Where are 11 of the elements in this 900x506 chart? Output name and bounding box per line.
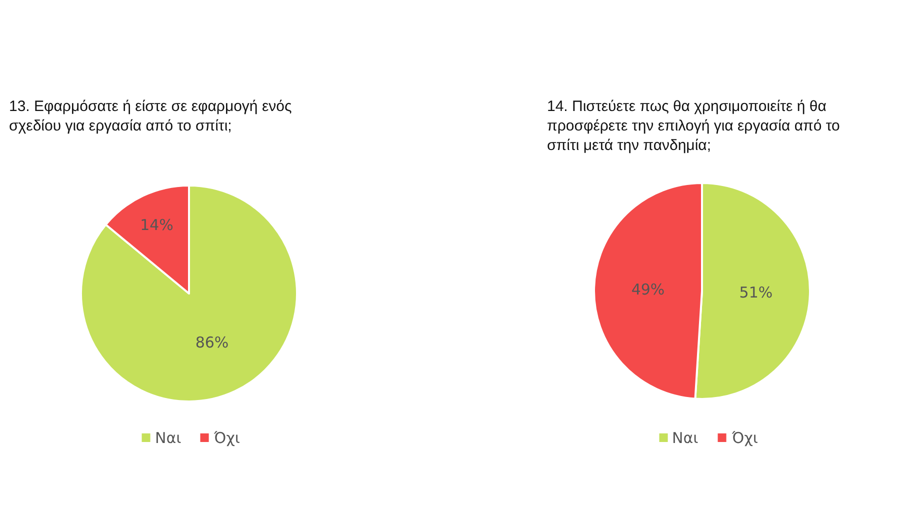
legend-label: Όχι xyxy=(213,429,240,447)
pie-slice xyxy=(80,184,298,402)
chart-title: 13. Εφαρμόσατε ή είστε σε εφαρμογή ενός σχεδίου για εργασία από το σπίτι; xyxy=(9,98,292,134)
data-label: 14% xyxy=(140,216,174,234)
chart-title: 14. Πιστεύετε πως θα χρησιμοποιείτε ή θα προσφέρετε την επιλογή για εργασία από το σπίτι μετά την πανδημία; xyxy=(547,98,840,154)
data-label: 49% xyxy=(631,280,665,298)
legend-label: Ναι xyxy=(672,429,698,447)
data-label: 51% xyxy=(739,284,773,302)
legend-label: Ναι xyxy=(155,429,182,447)
legend-label: Όχι xyxy=(731,429,758,447)
data-label: 86% xyxy=(195,333,229,352)
